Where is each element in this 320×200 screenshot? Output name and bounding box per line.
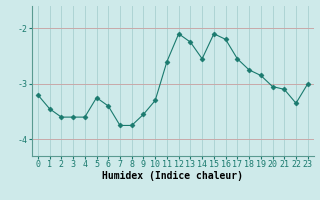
X-axis label: Humidex (Indice chaleur): Humidex (Indice chaleur): [102, 171, 243, 181]
